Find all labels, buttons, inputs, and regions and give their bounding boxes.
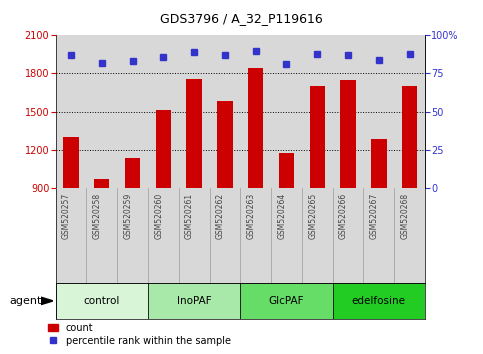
- Text: GSM520264: GSM520264: [277, 193, 286, 239]
- Text: GSM520263: GSM520263: [247, 193, 256, 239]
- Bar: [56, 283, 148, 319]
- Text: GSM520265: GSM520265: [308, 193, 317, 239]
- Bar: [402, 86, 417, 188]
- Text: GSM520259: GSM520259: [124, 193, 132, 239]
- Bar: [240, 283, 333, 319]
- Text: GSM520258: GSM520258: [93, 193, 102, 239]
- Bar: [279, 153, 294, 188]
- Bar: [248, 68, 263, 188]
- Text: edelfosine: edelfosine: [352, 296, 406, 306]
- Text: GSM520268: GSM520268: [400, 193, 410, 239]
- Text: GSM520267: GSM520267: [370, 193, 379, 239]
- Text: GSM520257: GSM520257: [62, 193, 71, 239]
- Bar: [186, 79, 202, 188]
- Text: control: control: [84, 296, 120, 306]
- Bar: [125, 159, 140, 188]
- Bar: [148, 283, 241, 319]
- Bar: [94, 179, 110, 188]
- Bar: [156, 110, 171, 188]
- Bar: [217, 101, 233, 188]
- Text: InoPAF: InoPAF: [177, 296, 212, 306]
- Bar: [341, 80, 356, 188]
- Text: GDS3796 / A_32_P119616: GDS3796 / A_32_P119616: [160, 12, 323, 25]
- Text: GSM520260: GSM520260: [154, 193, 163, 239]
- Text: GlcPAF: GlcPAF: [269, 296, 304, 306]
- Bar: [310, 86, 325, 188]
- Text: agent: agent: [10, 296, 42, 306]
- Bar: [63, 137, 79, 188]
- Bar: [371, 139, 386, 188]
- Text: GSM520266: GSM520266: [339, 193, 348, 239]
- Text: GSM520261: GSM520261: [185, 193, 194, 239]
- Legend: count, percentile rank within the sample: count, percentile rank within the sample: [48, 323, 231, 346]
- Polygon shape: [41, 297, 53, 304]
- Bar: [333, 283, 425, 319]
- Text: GSM520262: GSM520262: [216, 193, 225, 239]
